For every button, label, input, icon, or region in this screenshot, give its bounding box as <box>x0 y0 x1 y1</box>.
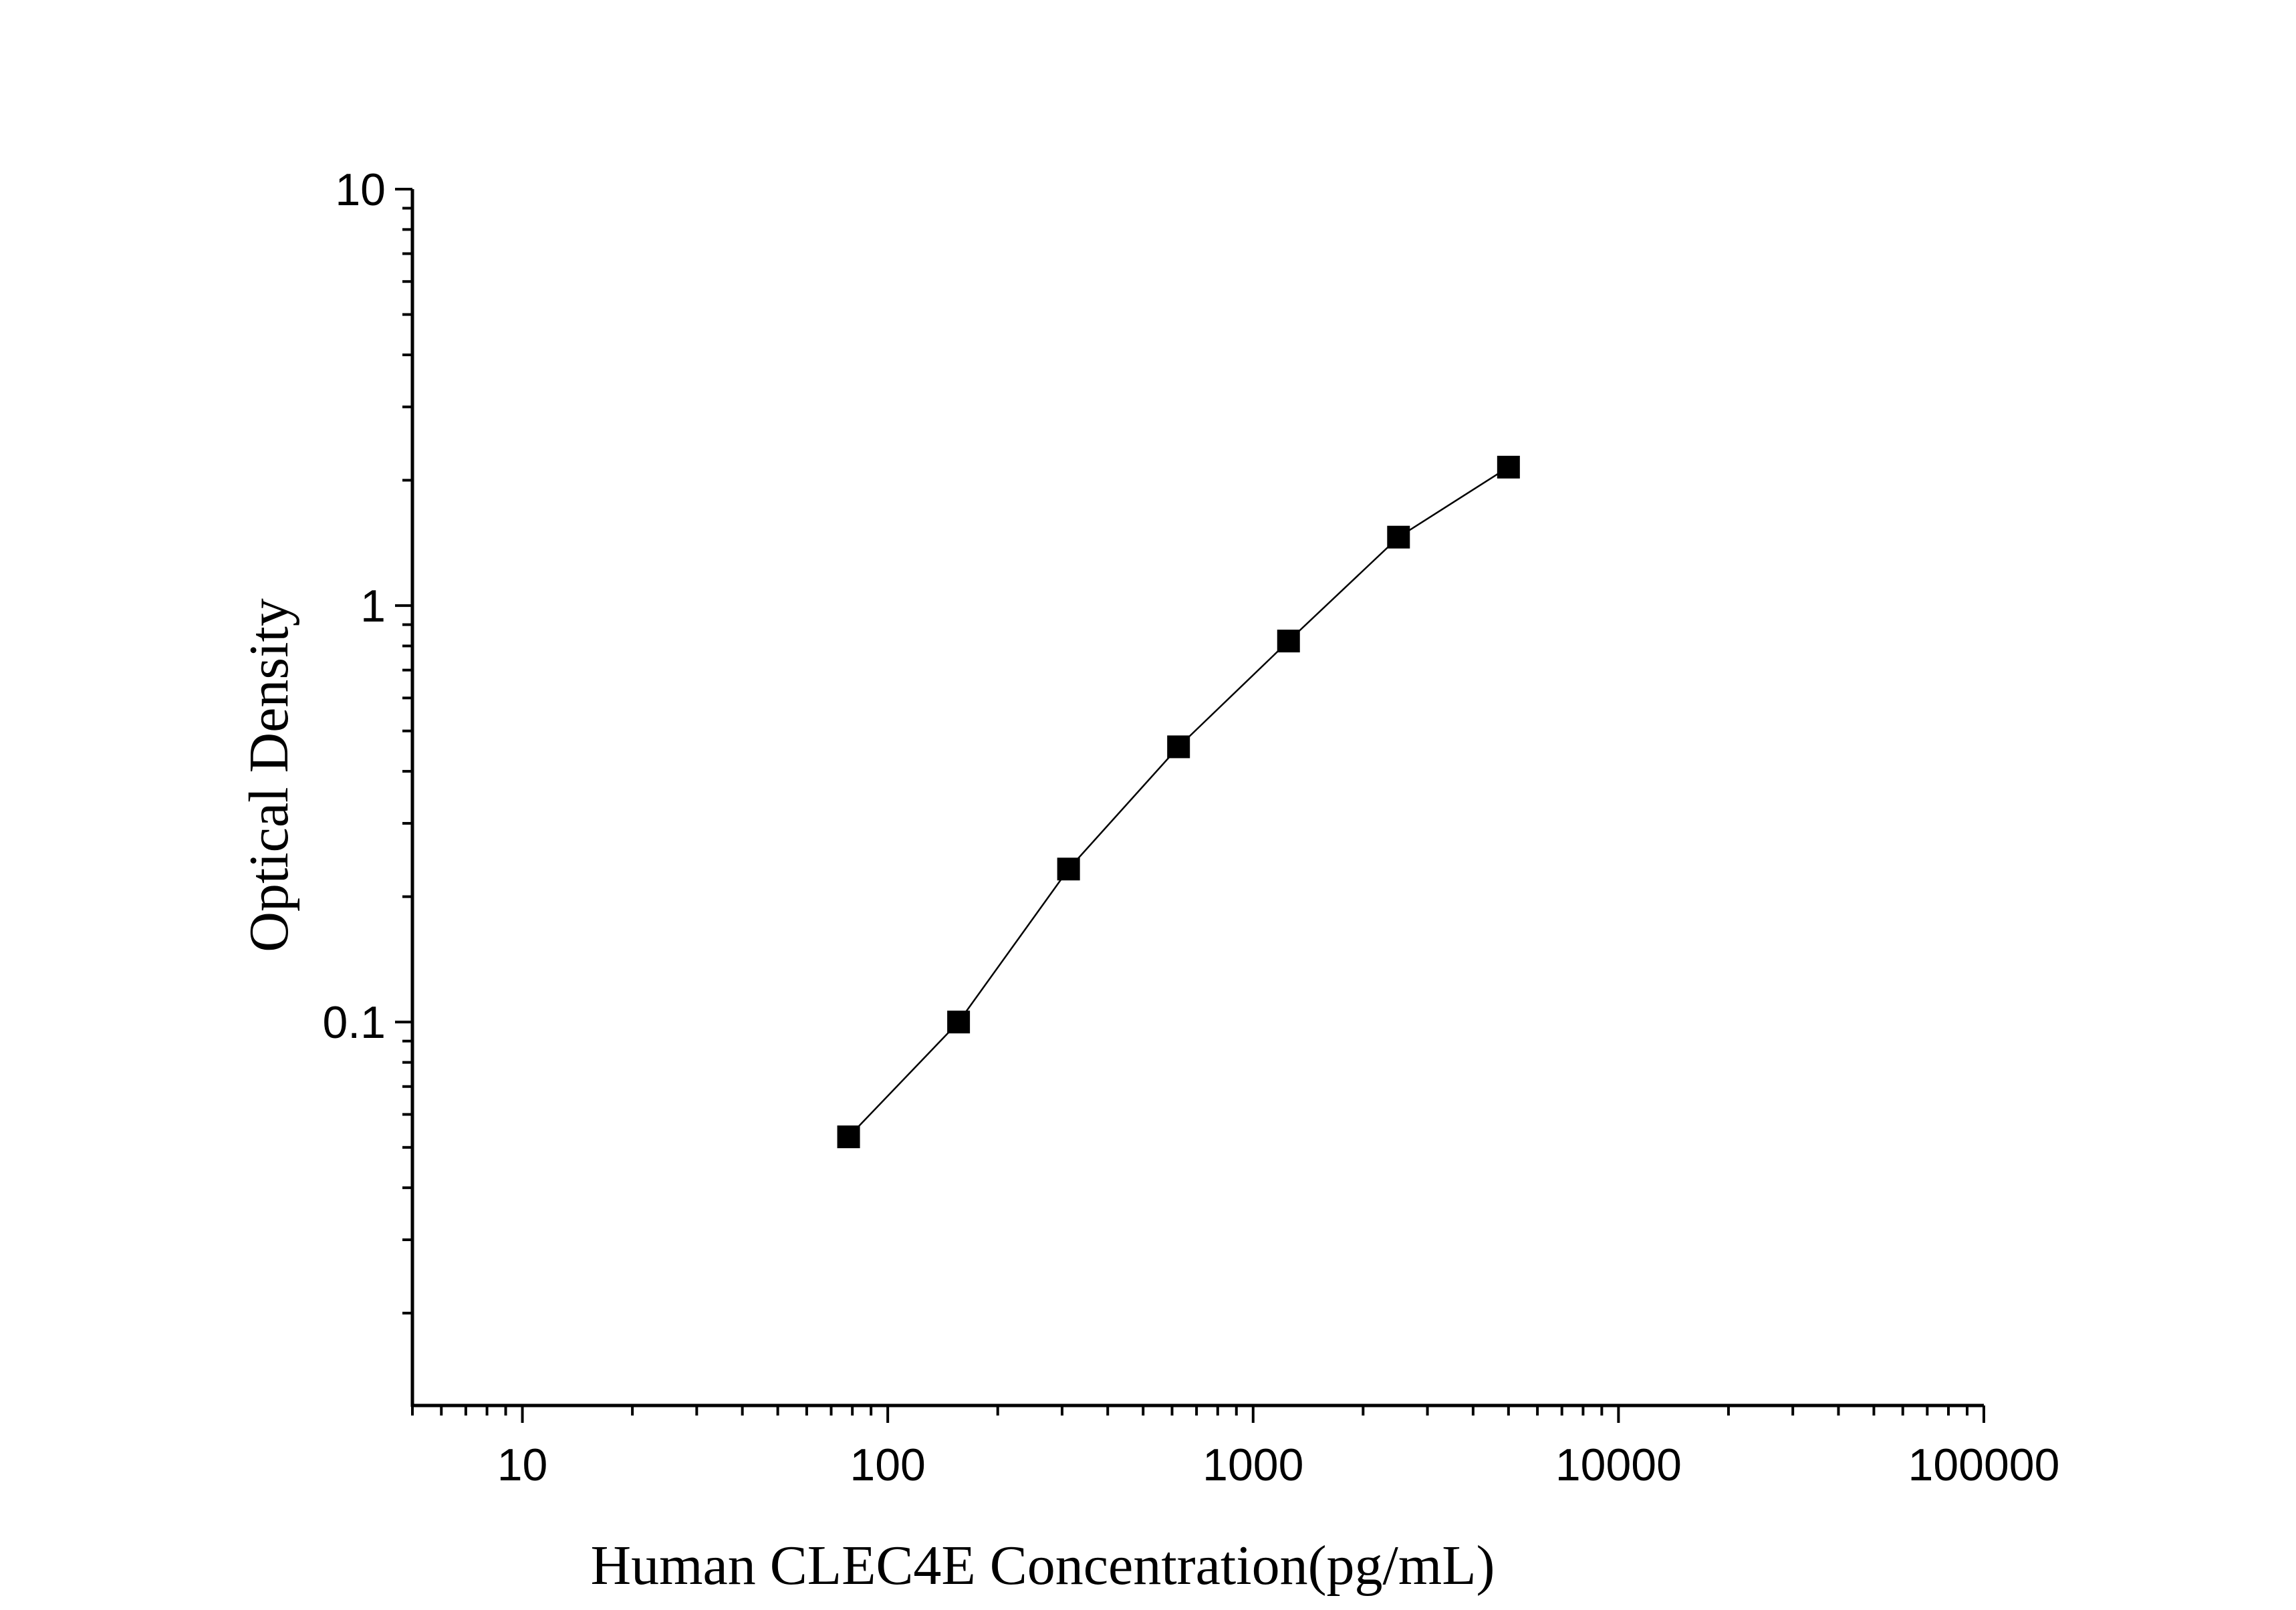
y-axis-title: Optical Density <box>238 598 300 952</box>
x-axis-title: Human CLEC4E Concentration(pg/mL) <box>590 1534 1495 1597</box>
series-line <box>848 466 1509 1137</box>
y-tick-label: 0.1 <box>322 997 386 1048</box>
data-point <box>1387 525 1410 549</box>
axes: 10 100 1000 10000 100000 0.1 1 10 <box>322 164 2059 1490</box>
data-point <box>1167 735 1190 759</box>
data-point <box>1277 630 1300 653</box>
x-tick-label: 10000 <box>1555 1440 1682 1490</box>
x-tick-label: 100 <box>850 1440 925 1490</box>
data-point <box>947 1011 971 1034</box>
y-tick-label: 1 <box>360 581 386 632</box>
data-point <box>1057 857 1080 881</box>
y-tick-label: 10 <box>335 164 386 215</box>
x-tick-label: 10 <box>497 1440 548 1490</box>
data-point <box>1497 455 1520 479</box>
x-tick-label: 1000 <box>1202 1440 1303 1490</box>
series <box>837 455 1520 1149</box>
data-point <box>837 1125 860 1149</box>
x-tick-label: 100000 <box>1908 1440 2060 1490</box>
